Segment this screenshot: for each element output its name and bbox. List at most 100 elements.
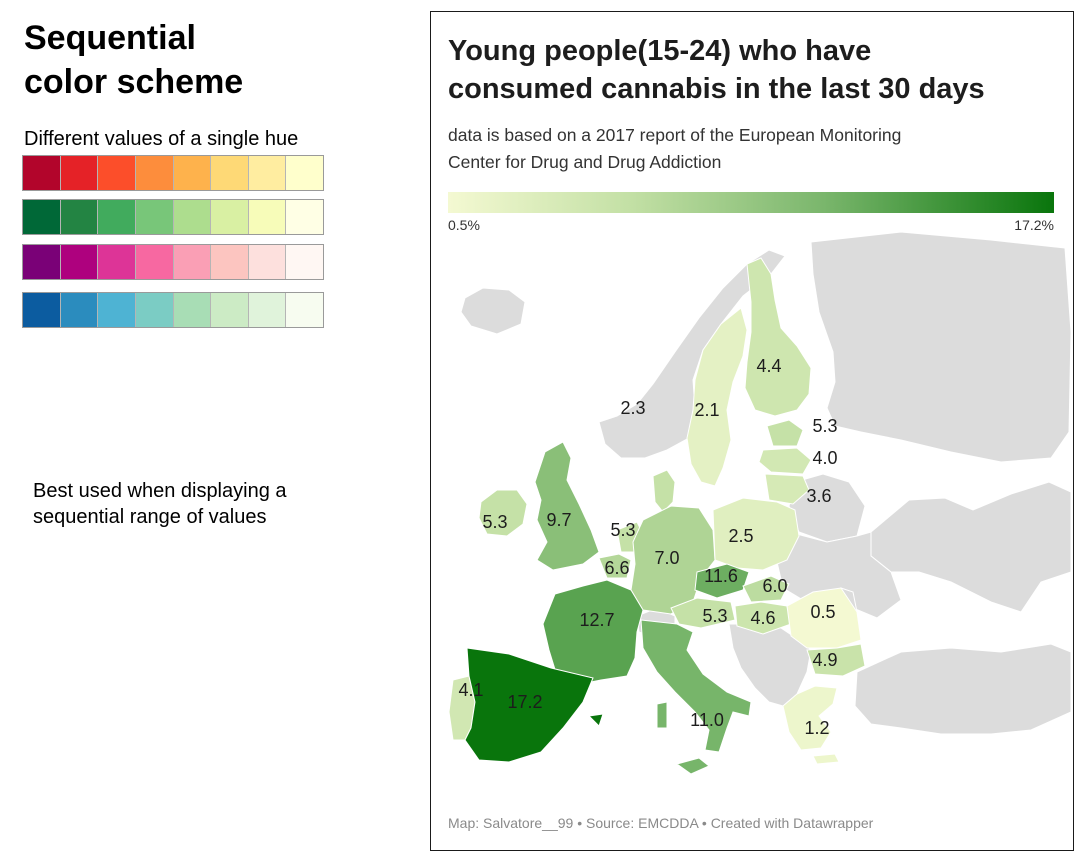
swatch-cell xyxy=(286,293,323,327)
label-belgium: 6.6 xyxy=(604,558,629,578)
swatch-cell xyxy=(173,156,212,190)
country-greece[interactable] xyxy=(782,685,840,765)
swatch-cell xyxy=(23,245,61,279)
turkey-shape[interactable] xyxy=(854,643,1072,735)
country-slovakia[interactable] xyxy=(742,575,790,603)
swatch-cell xyxy=(248,200,287,234)
swatch-cell xyxy=(211,200,249,234)
label-slovakia: 6.0 xyxy=(762,576,787,596)
swatch-cell xyxy=(248,156,287,190)
swatch-cell xyxy=(98,293,136,327)
best-used-line-2: sequential range of values xyxy=(33,506,267,528)
legend-min-label: 0.5% xyxy=(448,217,480,233)
country-czechia[interactable] xyxy=(694,563,750,599)
country-poland[interactable] xyxy=(712,497,800,571)
country-latvia[interactable] xyxy=(758,447,812,475)
label-finland: 4.4 xyxy=(756,356,781,376)
country-spain[interactable] xyxy=(464,647,604,763)
label-greece: 1.2 xyxy=(804,718,829,738)
country-ireland[interactable] xyxy=(478,489,528,537)
legend-max-label: 17.2% xyxy=(1014,217,1054,233)
label-uk: 9.7 xyxy=(546,510,571,530)
label-sweden: 2.1 xyxy=(694,400,719,420)
swatch-cell xyxy=(23,293,61,327)
swatch-cell xyxy=(211,156,249,190)
swatch-cell xyxy=(98,200,136,234)
map-footer: Map: Salvatore__99 • Source: EMCDDA • Cr… xyxy=(448,815,874,831)
label-france: 12.7 xyxy=(579,610,614,630)
label-netherlands: 5.3 xyxy=(610,520,635,540)
label-ireland: 5.3 xyxy=(482,512,507,532)
label-germany: 7.0 xyxy=(654,548,679,568)
country-bulgaria[interactable] xyxy=(806,643,866,677)
swatch-cell xyxy=(135,245,174,279)
swatch-cell xyxy=(60,200,99,234)
swatch-cell xyxy=(60,245,99,279)
label-lithuania: 3.6 xyxy=(806,486,831,506)
swatch-cell xyxy=(173,245,212,279)
country-finland[interactable] xyxy=(744,257,812,417)
swatch-cell xyxy=(286,245,323,279)
swatch-cell xyxy=(60,156,99,190)
swatch-cell xyxy=(211,293,249,327)
scheme-row-pink xyxy=(22,244,324,280)
swatch-cell xyxy=(23,156,61,190)
map-subtitle: data is based on a 2017 report of the Eu… xyxy=(448,122,1048,176)
legend-gradient-bar xyxy=(448,192,1054,213)
swatch-cell xyxy=(98,156,136,190)
swatch-cell xyxy=(98,245,136,279)
label-portugal: 4.1 xyxy=(458,680,483,700)
swatch-cell xyxy=(286,156,323,190)
country-sweden[interactable] xyxy=(686,307,748,487)
label-bulgaria: 4.9 xyxy=(812,650,837,670)
country-uk[interactable] xyxy=(534,441,600,571)
best-used-line-1: Best used when displaying a xyxy=(33,480,287,502)
swatch-cell xyxy=(135,156,174,190)
swatch-cell xyxy=(23,200,61,234)
label-norway: 2.3 xyxy=(620,398,645,418)
map-subtitle-line-1: data is based on a 2017 report of the Eu… xyxy=(448,125,902,145)
swatch-cell xyxy=(248,293,287,327)
country-italy[interactable] xyxy=(640,619,752,775)
choropleth-panel: Young people(15-24) who have consumed ca… xyxy=(430,11,1074,851)
country-denmark[interactable] xyxy=(652,469,676,513)
label-spain: 17.2 xyxy=(507,692,542,712)
scheme-row-red xyxy=(22,155,324,191)
swatch-caption: Different values of a single hue xyxy=(24,128,299,150)
map-title: Young people(15-24) who have consumed ca… xyxy=(448,32,1058,108)
country-romania[interactable] xyxy=(786,587,862,649)
scheme-title-line-2: color scheme xyxy=(24,63,244,101)
best-used-note: Best used when displaying a sequential r… xyxy=(33,478,363,530)
swatch-cell xyxy=(135,293,174,327)
label-czechia: 11.6 xyxy=(704,566,738,586)
country-belgium[interactable] xyxy=(598,553,632,579)
map-subtitle-line-2: Center for Drug and Drug Addiction xyxy=(448,152,722,172)
russia-shape[interactable] xyxy=(810,231,1072,613)
label-romania: 0.5 xyxy=(810,602,835,622)
iceland-shape[interactable] xyxy=(460,287,526,335)
scheme-row-blue xyxy=(22,292,324,328)
label-latvia: 4.0 xyxy=(812,448,837,468)
country-france[interactable] xyxy=(542,579,644,685)
swatch-cell xyxy=(286,200,323,234)
scheme-title: Sequential color scheme xyxy=(24,16,384,104)
label-poland: 2.5 xyxy=(728,526,753,546)
label-austria: 5.3 xyxy=(702,606,727,626)
europe-map: 2.3 2.1 4.4 5.3 4.0 3.6 5.3 9.7 5.3 7.0 … xyxy=(448,231,1072,775)
swatch-cell xyxy=(60,293,99,327)
country-estonia[interactable] xyxy=(766,419,804,447)
map-title-line-1: Young people(15-24) who have xyxy=(448,35,872,67)
map-title-line-2: consumed cannabis in the last 30 days xyxy=(448,73,985,105)
swatch-cell xyxy=(173,200,212,234)
label-italy: 11.0 xyxy=(690,710,724,730)
swatch-cell xyxy=(211,245,249,279)
label-hungary: 4.6 xyxy=(750,608,775,628)
swatch-cell xyxy=(173,293,212,327)
label-estonia: 5.3 xyxy=(812,416,837,436)
scheme-row-green xyxy=(22,199,324,235)
country-austria[interactable] xyxy=(670,597,736,629)
swatch-cell xyxy=(135,200,174,234)
scheme-title-line-1: Sequential xyxy=(24,19,196,57)
country-lithuania[interactable] xyxy=(764,473,810,505)
swatch-cell xyxy=(248,245,287,279)
